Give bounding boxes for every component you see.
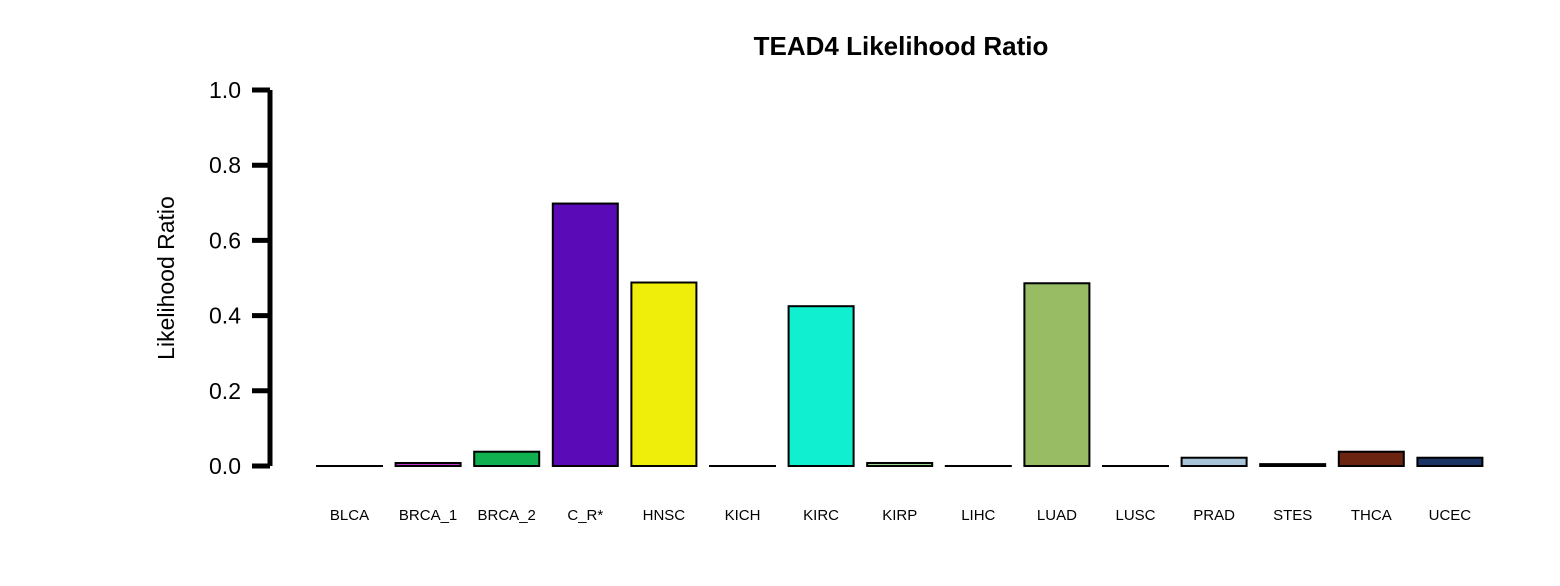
bar-brca-2 xyxy=(473,450,541,468)
x-axis-labels: BLCA BRCA_1 BRCA_2 C_R* HNSC KICH KIRC KIRP LIHC… xyxy=(330,507,1471,524)
x-tick-label: HNSC xyxy=(643,507,686,524)
x-tick-label: LUSC xyxy=(1115,507,1155,524)
x-tick-label: BLCA xyxy=(330,507,369,524)
bar-kirc xyxy=(787,305,855,468)
y-tick-label: 0.4 xyxy=(209,303,241,329)
bar-luad xyxy=(1023,282,1091,467)
x-tick-label: KIRC xyxy=(803,507,839,524)
y-tick-label: 1.0 xyxy=(209,77,241,103)
x-tick-label: THCA xyxy=(1351,507,1392,524)
x-tick-label: STES xyxy=(1273,507,1312,524)
chart-title: TEAD4 Likelihood Ratio xyxy=(754,31,1049,61)
x-tick-label: UCEC xyxy=(1429,507,1472,524)
x-tick-label: C_R* xyxy=(567,507,603,524)
bar-c-r- xyxy=(551,202,619,467)
bar-prad xyxy=(1180,456,1248,467)
x-tick-label: BRCA_1 xyxy=(399,507,457,524)
bars xyxy=(316,202,1484,468)
x-tick-label: LIHC xyxy=(961,507,995,524)
bar-kirp xyxy=(866,461,934,468)
y-tick-label: 0.2 xyxy=(209,378,241,404)
bar-stes xyxy=(1259,463,1327,467)
x-tick-label: PRAD xyxy=(1193,507,1235,524)
x-tick-label: KIRP xyxy=(882,507,917,524)
x-tick-label: KICH xyxy=(725,507,761,524)
y-tick-label: 0.6 xyxy=(209,227,241,253)
y-axis: 0.0 0.2 0.4 0.6 0.8 1.0 xyxy=(209,77,273,479)
y-tick-label: 0.8 xyxy=(209,152,241,178)
x-tick-label: LUAD xyxy=(1037,507,1077,524)
y-axis-label: Likelihood Ratio xyxy=(153,196,179,360)
x-tick-label: BRCA_2 xyxy=(478,507,536,524)
bar-thca xyxy=(1337,450,1405,468)
bar-hnsc xyxy=(630,281,698,467)
bar-ucec xyxy=(1416,456,1484,467)
y-tick-label: 0.0 xyxy=(209,453,241,479)
bar-brca-1 xyxy=(394,461,462,468)
